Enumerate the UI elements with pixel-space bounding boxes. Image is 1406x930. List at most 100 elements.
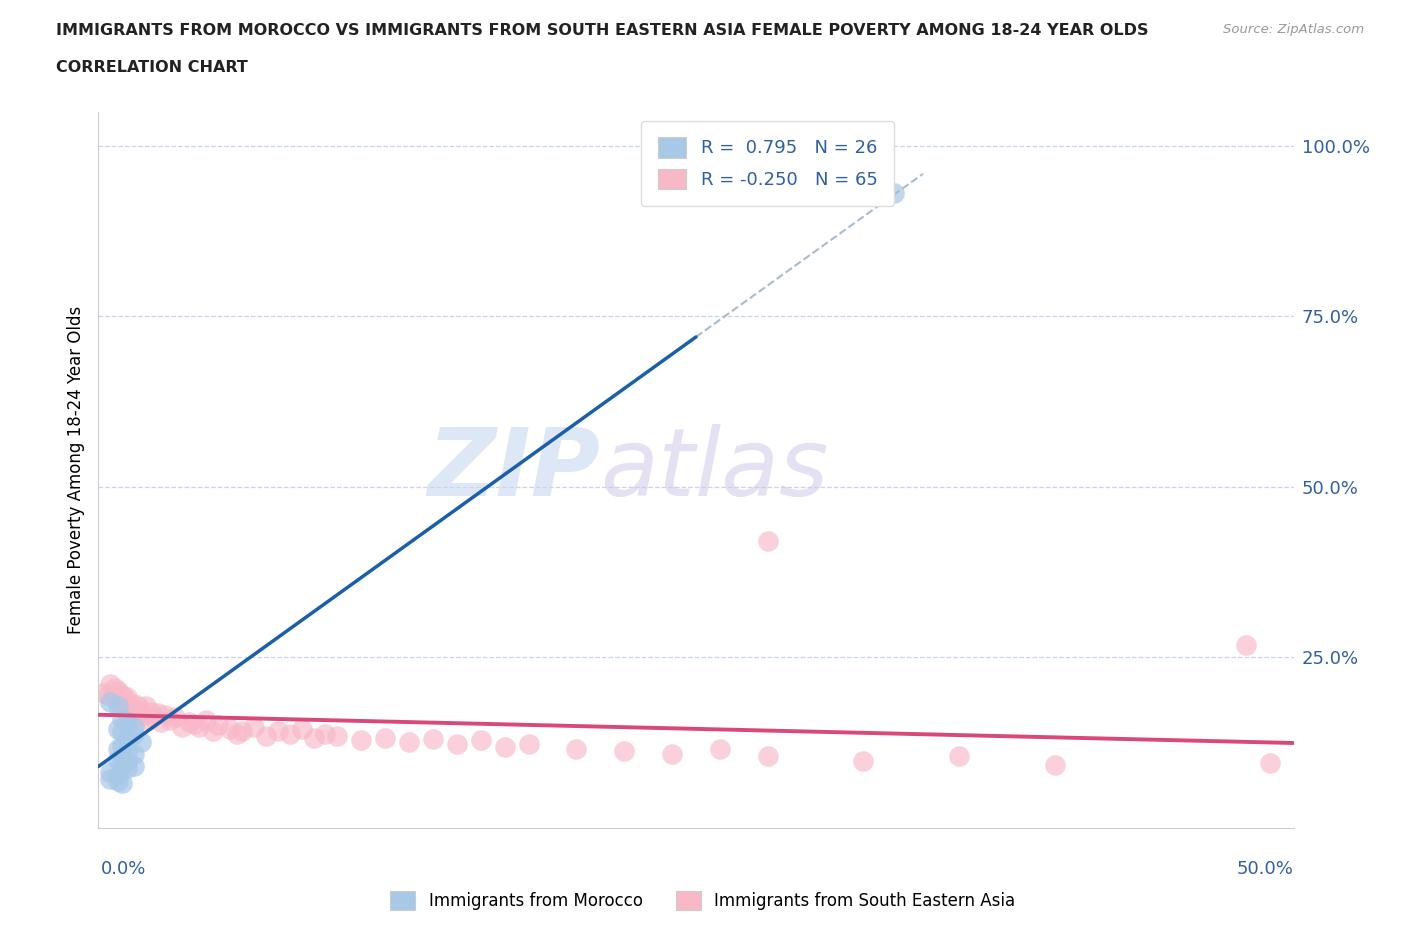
Point: [494, 739, 516, 754]
Point: [219, 722, 242, 737]
Point: [115, 760, 138, 775]
Point: [138, 712, 160, 727]
Point: [98, 771, 122, 786]
Point: [111, 724, 134, 739]
Point: [104, 681, 127, 696]
Point: [115, 689, 138, 704]
Point: [111, 749, 134, 764]
Point: [470, 733, 492, 748]
Point: [124, 726, 146, 741]
Point: [267, 724, 290, 738]
Point: [172, 719, 194, 734]
Point: [124, 719, 146, 734]
Point: [139, 704, 162, 719]
Point: [124, 747, 146, 762]
Point: [128, 706, 150, 721]
Point: [111, 738, 134, 753]
Point: [107, 774, 129, 789]
Point: [446, 737, 468, 752]
Point: [115, 730, 138, 745]
Point: [135, 698, 157, 713]
Text: IMMIGRANTS FROM MOROCCO VS IMMIGRANTS FROM SOUTH EASTERN ASIA FEMALE POVERTY AMO: IMMIGRANTS FROM MOROCCO VS IMMIGRANTS FR…: [56, 23, 1149, 38]
Legend: Immigrants from Morocco, Immigrants from South Eastern Asia: Immigrants from Morocco, Immigrants from…: [384, 884, 1022, 917]
Point: [132, 708, 155, 723]
Point: [187, 719, 209, 734]
Point: [107, 752, 129, 767]
Point: [163, 710, 186, 724]
Point: [179, 714, 201, 729]
Point: [107, 698, 129, 713]
Point: [231, 724, 253, 738]
Point: [98, 764, 122, 779]
Point: [148, 706, 170, 721]
Point: [124, 710, 146, 724]
Point: [159, 712, 181, 727]
Point: [121, 697, 143, 711]
Point: [278, 726, 301, 741]
Point: [226, 726, 249, 741]
Point: [115, 753, 138, 768]
Point: [107, 767, 129, 782]
Point: [125, 698, 148, 712]
Text: 0.0%: 0.0%: [101, 860, 146, 878]
Point: [883, 186, 905, 201]
Point: [131, 735, 153, 750]
Point: [374, 730, 396, 745]
Text: ZIP: ZIP: [427, 424, 600, 515]
Text: 50.0%: 50.0%: [1237, 860, 1294, 878]
Point: [398, 735, 420, 750]
Point: [517, 737, 540, 752]
Point: [302, 730, 325, 745]
Point: [107, 684, 129, 698]
Point: [107, 692, 129, 707]
Point: [565, 742, 588, 757]
Point: [709, 742, 731, 757]
Point: [115, 744, 138, 759]
Point: [326, 728, 349, 743]
Point: [207, 718, 229, 733]
Point: [108, 697, 131, 711]
Point: [202, 724, 225, 738]
Point: [291, 722, 314, 737]
Point: [613, 744, 636, 759]
Point: [101, 689, 124, 704]
Point: [91, 685, 114, 700]
Point: [111, 776, 134, 790]
Point: [111, 711, 134, 726]
Point: [115, 714, 138, 729]
Point: [422, 732, 444, 747]
Point: [243, 719, 266, 734]
Point: [131, 703, 153, 718]
Point: [756, 749, 779, 764]
Point: [1258, 755, 1281, 770]
Point: [111, 755, 134, 770]
Point: [115, 698, 138, 713]
Point: [124, 759, 146, 774]
Point: [315, 726, 337, 741]
Point: [118, 704, 141, 719]
Point: [1234, 637, 1257, 652]
Point: [1043, 758, 1066, 773]
Point: [142, 710, 165, 724]
Point: [114, 692, 136, 707]
Y-axis label: Female Poverty Among 18-24 Year Olds: Female Poverty Among 18-24 Year Olds: [66, 306, 84, 633]
Point: [124, 701, 146, 716]
Point: [350, 733, 373, 748]
Legend: R =  0.795   N = 26, R = -0.250   N = 65: R = 0.795 N = 26, R = -0.250 N = 65: [641, 121, 894, 206]
Point: [111, 701, 134, 716]
Point: [97, 687, 120, 702]
Point: [254, 728, 277, 743]
Point: [195, 712, 218, 727]
Text: CORRELATION CHART: CORRELATION CHART: [56, 60, 247, 75]
Point: [98, 694, 122, 709]
Point: [98, 677, 122, 692]
Point: [948, 749, 970, 764]
Point: [155, 708, 177, 723]
Point: [107, 742, 129, 757]
Point: [149, 714, 172, 729]
Point: [107, 722, 129, 737]
Point: [661, 747, 683, 762]
Point: [756, 534, 779, 549]
Point: [111, 687, 134, 702]
Point: [183, 717, 205, 732]
